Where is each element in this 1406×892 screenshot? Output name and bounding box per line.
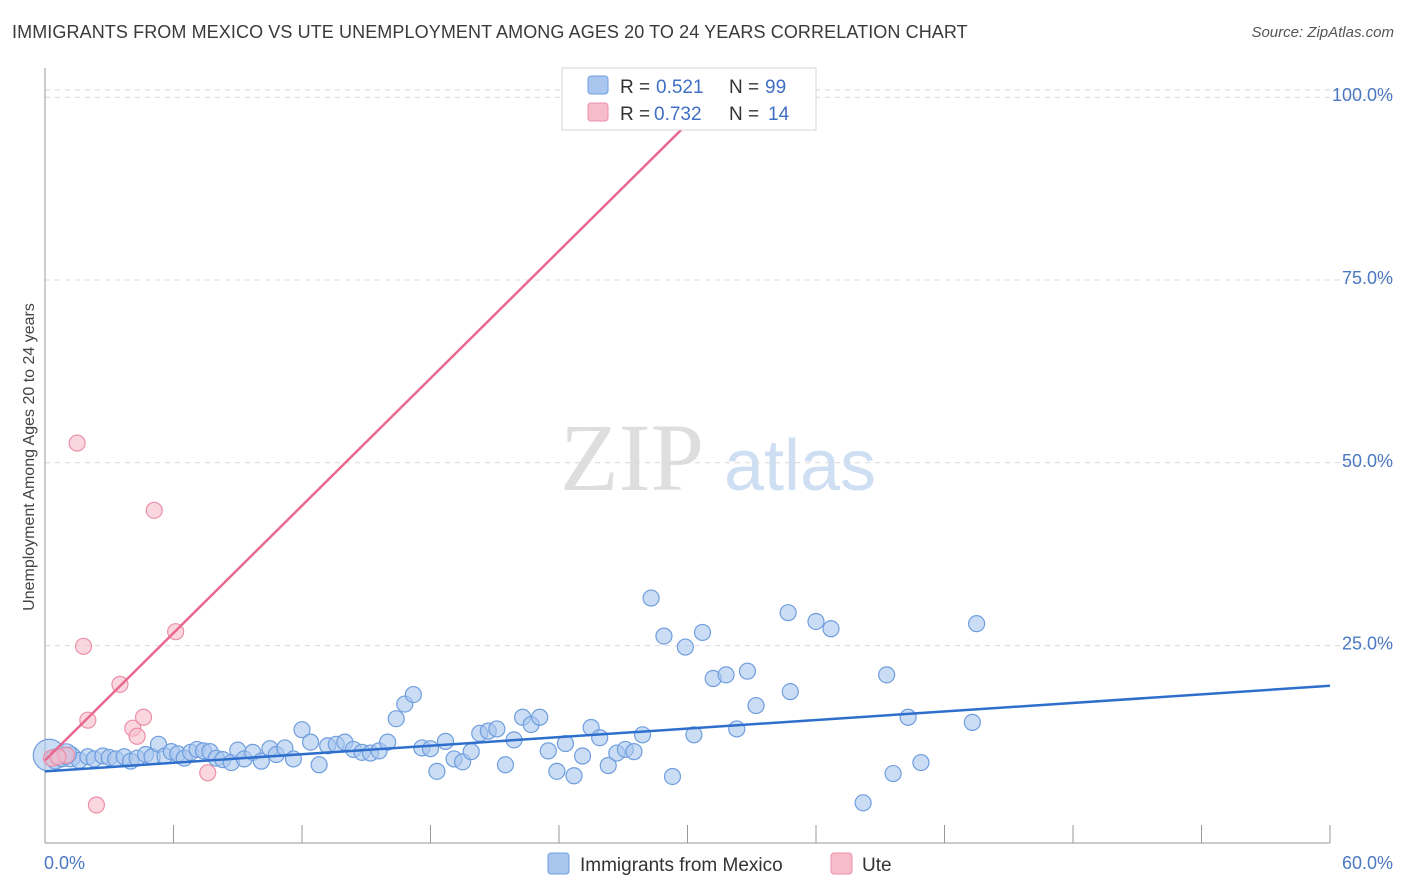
- immigrants-point-79: [676, 638, 694, 656]
- legend-swatch-ute: [587, 102, 609, 122]
- immigrants-point-71: [599, 756, 617, 775]
- immigrants-point-81: [693, 623, 712, 642]
- y-tick-label-100: 100.0%: [1332, 85, 1393, 105]
- immigrants-point-85: [738, 662, 757, 680]
- immigrants-point-75: [633, 726, 652, 744]
- bottom-legend-swatch-ute: [830, 852, 853, 875]
- immigrants-point-48: [404, 685, 422, 704]
- ute-point-4: [79, 711, 97, 729]
- immigrants-point-92: [878, 666, 896, 684]
- axes: [44, 68, 1331, 844]
- immigrants-point-37: [310, 756, 328, 774]
- ute-point-9: [134, 708, 153, 726]
- immigrants-point-64: [539, 742, 557, 760]
- legend-r-label-1: R =: [620, 77, 650, 98]
- ute-point-8: [128, 727, 146, 745]
- immigrants-point-50: [421, 740, 440, 758]
- y-tick-label-50: 50.0%: [1342, 451, 1393, 471]
- immigrants-point-52: [436, 732, 455, 750]
- immigrants-point-90: [822, 620, 840, 638]
- legend-n-label-1: N =: [729, 77, 759, 98]
- immigrants-point-74: [625, 743, 643, 761]
- grid-lines: [45, 89, 1392, 647]
- legend-n-value-immigrants: 99: [765, 77, 786, 98]
- y-tick-label-25: 25.0%: [1342, 634, 1393, 654]
- immigrants-point-35: [293, 721, 311, 739]
- immigrants-point-97: [963, 713, 981, 731]
- ute-point-3: [74, 637, 93, 655]
- bottom-legend-swatch-immigrants: [547, 852, 570, 875]
- immigrants-point-68: [573, 747, 592, 765]
- immigrants-point-83: [717, 666, 735, 684]
- immigrants-point-76: [642, 589, 660, 607]
- x-tick-label-min: 0.0%: [44, 853, 85, 873]
- ute-point-2: [68, 434, 86, 452]
- ute-point-10: [145, 501, 163, 519]
- immigrants-point-86: [747, 696, 765, 715]
- bottom-legend-label-immigrants: Immigrants from Mexico: [580, 855, 783, 876]
- ute-point-5: [87, 796, 106, 814]
- legend-n-value-ute: 14: [768, 104, 790, 125]
- immigrants-point-55: [462, 743, 480, 761]
- watermark-atlas: atlas: [724, 426, 876, 506]
- x-tick-labels: 0.0% 60.0%: [44, 853, 1393, 873]
- source-label: Source: ZipAtlas.com: [1251, 24, 1394, 41]
- immigrants-point-93: [884, 764, 902, 783]
- immigrants-point-80: [685, 726, 703, 744]
- legend-n-label-2: N =: [729, 104, 759, 125]
- immigrants-point-84: [728, 720, 746, 738]
- immigrants-point-59: [496, 756, 515, 774]
- series-immigrants-points: [32, 589, 986, 812]
- trend-lines: [44, 122, 1331, 773]
- ute-point-13: [49, 748, 67, 766]
- immigrants-point-87: [779, 604, 797, 622]
- legend-r-value-ute: 0.732: [654, 104, 702, 125]
- immigrants-point-58: [488, 720, 506, 738]
- immigrants-point-63: [531, 708, 549, 726]
- legend-r-label-2: R =: [620, 104, 650, 125]
- chart-title: IMMIGRANTS FROM MEXICO VS UTE UNEMPLOYME…: [12, 22, 968, 42]
- immigrants-point-77: [655, 627, 673, 645]
- legend-r-value-immigrants: 0.521: [656, 77, 704, 98]
- ute-point-12: [199, 764, 217, 782]
- immigrants-point-89: [807, 612, 825, 631]
- ute-trend-line: [44, 122, 689, 762]
- legend-swatch-immigrants: [587, 75, 609, 95]
- immigrants-point-36: [301, 733, 320, 751]
- immigrants-point-70: [591, 729, 609, 747]
- y-tick-labels: 25.0% 50.0% 75.0% 100.0%: [1332, 85, 1393, 653]
- immigrants-point-51: [428, 762, 446, 780]
- immigrants-point-67: [565, 767, 583, 785]
- immigrants-point-96: [968, 615, 986, 633]
- immigrants-point-46: [387, 710, 405, 728]
- x-tick-label-max: 60.0%: [1342, 853, 1393, 873]
- y-tick-label-75: 75.0%: [1342, 268, 1393, 288]
- immigrants-point-91: [854, 794, 872, 812]
- immigrants-point-95: [912, 753, 930, 772]
- immigrants-point-78: [663, 767, 682, 786]
- y-axis-label: Unemployment Among Ages 20 to 24 years: [21, 303, 38, 611]
- bottom-legend-label-ute: Ute: [862, 855, 892, 876]
- immigrants-point-88: [781, 683, 799, 701]
- bottom-legend: Immigrants from Mexico Ute: [547, 852, 892, 876]
- immigrants-point-94: [899, 708, 917, 726]
- immigrants-point-45: [379, 733, 397, 751]
- watermark-zip: ZIP: [560, 404, 704, 511]
- immigrants-point-65: [548, 762, 566, 780]
- legend-box: R = 0.521 N = 99 R = 0.732 N = 14: [561, 67, 817, 131]
- immigrants-trend-line: [44, 684, 1331, 773]
